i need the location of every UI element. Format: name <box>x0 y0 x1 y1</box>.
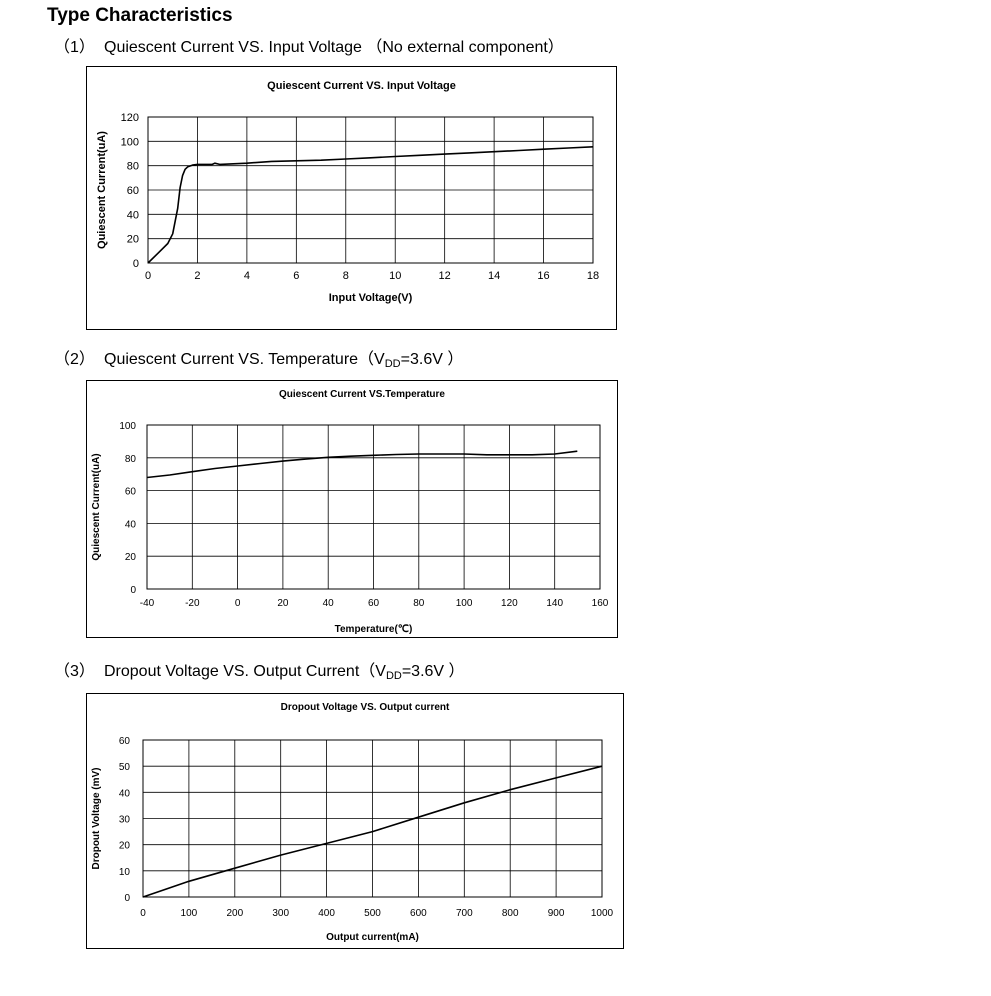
section-2-title: Quiescent Current VS. Temperature（V <box>104 351 385 368</box>
x-tick-label: 60 <box>368 598 380 609</box>
section-1-number: （1） <box>54 39 95 56</box>
x-tick-label: 160 <box>592 598 609 609</box>
y-tick-label: 60 <box>127 185 139 197</box>
x-tick-label: 2 <box>194 270 200 282</box>
x-tick-label: 700 <box>456 908 473 919</box>
x-tick-label: 400 <box>318 908 335 919</box>
x-tick-label: 100 <box>456 598 473 609</box>
page-title: Type Characteristics <box>47 5 233 26</box>
section-2-title-suffix: =3.6V ） <box>400 351 464 368</box>
x-tick-label: -40 <box>140 598 155 609</box>
section-1-title: Quiescent Current VS. Input Voltage （No … <box>104 39 564 56</box>
x-tick-label: 200 <box>226 908 243 919</box>
x-tick-label: 12 <box>439 270 451 282</box>
chart-title: Quiescent Current VS.Temperature <box>279 389 445 400</box>
x-tick-label: -20 <box>185 598 200 609</box>
section-2-number: （2） <box>54 351 95 368</box>
y-tick-label: 20 <box>119 841 131 852</box>
x-tick-label: 120 <box>501 598 518 609</box>
x-axis-label: Temperature(℃) <box>335 624 413 635</box>
series-line-0 <box>146 450 578 479</box>
y-tick-label: 60 <box>119 736 131 747</box>
chart-quiescent-vs-voltage: Quiescent Current VS. Input Voltage 0 2 4 6 8… <box>86 66 617 330</box>
x-tick-label: 6 <box>293 270 299 282</box>
y-tick-label: 0 <box>124 893 130 904</box>
x-tick-label: 100 <box>181 908 198 919</box>
y-tick-label: 20 <box>125 552 137 563</box>
section-2-caption: （2） Quiescent Current VS. Temperature（VDD… <box>54 345 463 370</box>
x-axis-label: Input Voltage(V) <box>329 292 413 304</box>
chart-quiescent-vs-temperature: Quiescent Current VS.Temperature -40 -20 0 2… <box>86 380 618 638</box>
x-tick-label: 8 <box>343 270 349 282</box>
series-line-0 <box>142 765 603 898</box>
x-tick-label: 300 <box>272 908 289 919</box>
y-axis-label: Quiescent Current(uA) <box>91 453 102 560</box>
y-tick-label: 0 <box>130 585 136 596</box>
y-tick-label: 80 <box>127 161 139 173</box>
y-tick-label: 0 <box>133 258 139 270</box>
x-axis-label: Output current(mA) <box>326 932 419 943</box>
y-tick-label: 30 <box>119 815 131 826</box>
section-2-title-subscript: DD <box>384 358 401 370</box>
x-tick-label: 500 <box>364 908 381 919</box>
y-tick-label: 120 <box>121 112 139 124</box>
section-3-number: （3） <box>54 663 95 680</box>
x-tick-label: 10 <box>389 270 401 282</box>
y-tick-label: 10 <box>119 867 131 878</box>
x-tick-label: 600 <box>410 908 427 919</box>
x-tick-label: 900 <box>548 908 565 919</box>
y-tick-label: 40 <box>119 788 131 799</box>
chart-title: Dropout Voltage VS. Output current <box>281 702 450 713</box>
x-tick-label: 140 <box>546 598 563 609</box>
x-tick-label: 4 <box>244 270 250 282</box>
x-tick-label: 40 <box>323 598 335 609</box>
x-tick-label: 0 <box>140 908 146 919</box>
y-tick-label: 40 <box>125 519 137 530</box>
section-3-title: Dropout Voltage VS. Output Current（V <box>104 663 386 680</box>
y-tick-label: 100 <box>119 421 136 432</box>
section-3-title-subscript: DD <box>385 670 402 682</box>
x-tick-label: 16 <box>537 270 549 282</box>
x-tick-label: 80 <box>413 598 425 609</box>
y-tick-label: 40 <box>127 209 139 221</box>
series-line-0 <box>147 146 594 264</box>
x-tick-label: 0 <box>235 598 241 609</box>
x-tick-label: 14 <box>488 270 500 282</box>
x-tick-label: 800 <box>502 908 519 919</box>
section-3-caption: （3） Dropout Voltage VS. Output Current（VD… <box>54 657 465 682</box>
x-tick-label: 18 <box>587 270 599 282</box>
x-tick-label: 20 <box>277 598 289 609</box>
x-tick-label: 1000 <box>591 908 614 919</box>
section-1-caption: （1） Quiescent Current VS. Input Voltage （… <box>54 33 564 57</box>
section-3-title-suffix: =3.6V ） <box>401 663 465 680</box>
y-tick-label: 20 <box>127 234 139 246</box>
y-tick-label: 80 <box>125 454 137 465</box>
y-tick-label: 50 <box>119 762 131 773</box>
y-tick-label: 60 <box>125 487 137 498</box>
y-axis-label: Dropout Voltage (mV) <box>91 767 102 869</box>
y-axis-label: Quiescent Current(uA) <box>96 131 108 249</box>
x-tick-label: 0 <box>145 270 151 282</box>
y-tick-label: 100 <box>121 136 139 148</box>
chart-title: Quiescent Current VS. Input Voltage <box>267 80 456 92</box>
